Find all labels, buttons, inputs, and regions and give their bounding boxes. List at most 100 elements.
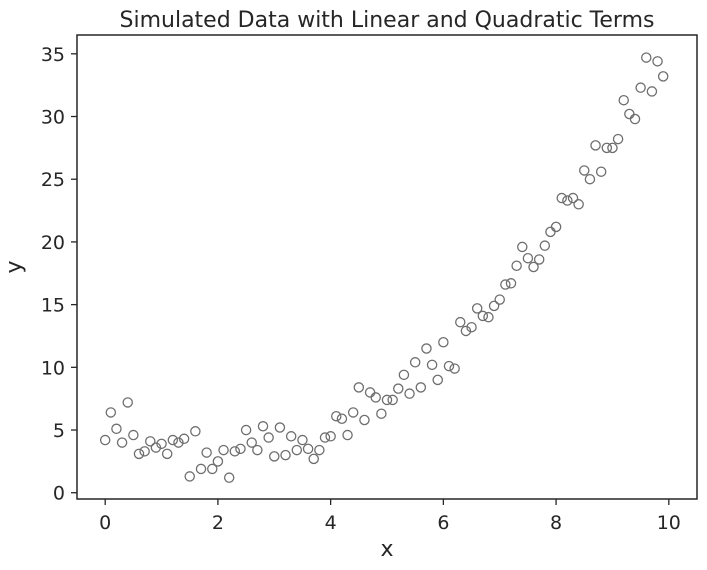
data-point — [128, 429, 139, 441]
y-tick-label: 20 — [41, 232, 65, 254]
data-point — [105, 407, 117, 418]
data-point — [359, 414, 370, 426]
data-point — [173, 437, 184, 448]
data-point — [201, 447, 212, 458]
data-point — [252, 444, 263, 456]
data-point — [624, 108, 635, 120]
data-point — [460, 325, 472, 337]
y-tick-label: 5 — [53, 420, 65, 442]
data-point — [285, 431, 297, 442]
data-point — [212, 456, 224, 467]
data-point — [471, 303, 483, 314]
data-point — [584, 173, 596, 185]
data-point — [376, 408, 387, 419]
data-point — [635, 82, 646, 93]
data-point — [235, 443, 246, 455]
data-point — [297, 434, 308, 446]
data-point — [246, 437, 257, 448]
y-tick-label: 15 — [41, 295, 65, 317]
y-tick-label: 25 — [41, 169, 65, 191]
data-point — [387, 394, 398, 406]
data-point — [218, 444, 229, 456]
data-point — [178, 433, 190, 445]
data-point — [280, 449, 291, 461]
data-point — [567, 192, 579, 204]
data-point — [336, 413, 348, 424]
data-point — [652, 56, 663, 67]
x-tick-label: 10 — [657, 512, 681, 534]
data-point — [415, 382, 427, 393]
x-tick-label: 0 — [99, 512, 111, 534]
data-point — [184, 471, 195, 482]
x-axis-ticks: 0 2 4 6 8 10 — [99, 499, 681, 534]
data-point — [167, 434, 179, 446]
data-point — [562, 195, 573, 206]
data-point — [240, 424, 252, 436]
data-point — [533, 254, 545, 265]
x-tick-label: 6 — [437, 512, 449, 534]
data-point — [364, 387, 376, 398]
data-point — [505, 278, 517, 289]
data-point — [579, 165, 590, 176]
data-point — [145, 436, 156, 447]
data-point — [370, 392, 381, 403]
x-axis-label: x — [380, 537, 393, 562]
data-point — [353, 382, 365, 393]
data-point — [342, 429, 353, 441]
data-point — [646, 86, 658, 97]
data-point — [466, 321, 477, 333]
data-point — [522, 252, 534, 264]
data-point — [381, 394, 393, 406]
y-axis-label: y — [2, 260, 27, 273]
y-tick-label: 30 — [41, 107, 65, 129]
data-point — [607, 142, 618, 154]
data-point — [500, 279, 511, 290]
data-point — [314, 444, 325, 456]
data-point — [398, 369, 410, 381]
data-points — [99, 52, 669, 483]
data-point — [190, 426, 201, 437]
data-point — [156, 438, 167, 450]
x-tick-label: 4 — [325, 512, 337, 534]
data-point — [550, 221, 562, 233]
data-point — [308, 453, 319, 465]
data-point — [161, 448, 173, 460]
data-point — [116, 437, 128, 448]
y-axis-ticks: 0 5 10 15 20 25 30 35 — [41, 44, 77, 505]
data-point — [517, 241, 528, 253]
data-point — [545, 226, 556, 238]
data-point — [426, 359, 438, 371]
data-point — [269, 451, 280, 462]
data-point — [393, 383, 404, 394]
x-tick-label: 2 — [212, 512, 224, 534]
data-point — [629, 113, 641, 125]
data-point — [595, 166, 607, 177]
data-point — [601, 142, 613, 154]
y-tick-label: 0 — [53, 483, 65, 505]
data-point — [432, 374, 443, 386]
data-point — [483, 311, 494, 323]
data-point — [657, 71, 669, 82]
data-point — [99, 434, 111, 446]
data-point — [302, 443, 314, 455]
data-point — [319, 432, 331, 443]
data-point — [404, 388, 415, 399]
data-point — [111, 423, 122, 435]
data-point — [438, 336, 449, 348]
data-point — [556, 192, 567, 204]
data-point — [195, 463, 207, 475]
data-point — [590, 140, 601, 151]
plot-frame — [76, 34, 698, 500]
data-point — [139, 446, 150, 457]
data-point — [539, 240, 551, 251]
data-point — [263, 432, 274, 443]
data-point — [421, 343, 432, 354]
data-point — [528, 261, 539, 273]
data-point — [229, 446, 241, 457]
data-point — [488, 300, 500, 312]
data-point — [612, 133, 624, 145]
data-point — [331, 410, 342, 422]
data-point — [494, 294, 505, 305]
data-point — [511, 260, 522, 271]
